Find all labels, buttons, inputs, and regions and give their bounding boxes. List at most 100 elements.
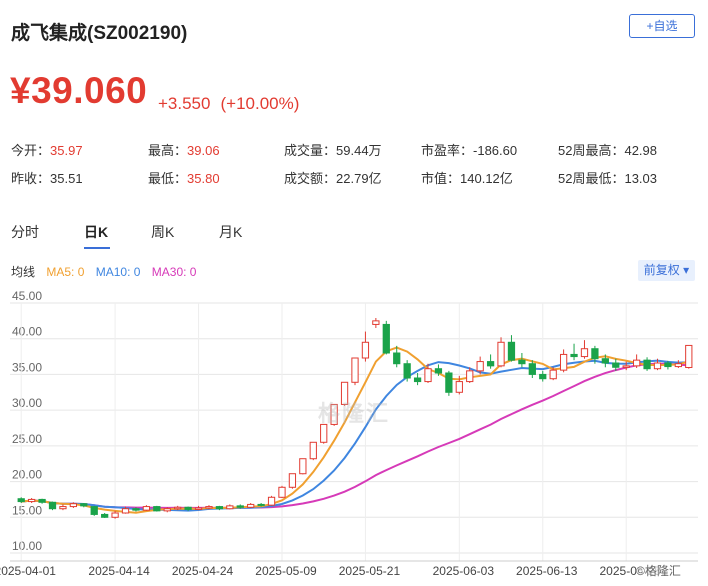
candle-body: [633, 359, 641, 367]
candle-body: [121, 508, 130, 514]
stat-market-cap: 市值：140.12亿: [421, 171, 513, 186]
candle-body: [340, 381, 349, 405]
y-tick-label: 25.00: [12, 432, 42, 446]
candle-body: [445, 372, 453, 393]
candle-body: [382, 323, 390, 354]
candle-body: [591, 348, 599, 360]
stat-prev-close: 昨收：35.51: [11, 171, 83, 186]
candle-body: [69, 503, 77, 508]
watermark: 格隆汇: [318, 401, 391, 426]
y-tick-label: 45.00: [12, 289, 42, 303]
candle-body: [653, 362, 662, 370]
add-watchlist-button[interactable]: +自选: [629, 14, 695, 38]
candle-body: [372, 320, 380, 325]
ma-legend: 均线 MA5: 0 MA10: 0 MA30: 0: [11, 263, 204, 280]
candle-body: [59, 506, 67, 510]
candle-body: [685, 344, 693, 368]
candle-body: [643, 359, 651, 370]
x-tick-label: 2025-04-01: [0, 564, 56, 578]
y-tick-label: 40.00: [12, 325, 42, 339]
x-tick-label: 2025-06-13: [516, 564, 578, 578]
candle-body: [580, 348, 589, 358]
candle-body: [528, 363, 536, 375]
candle-body: [38, 498, 46, 503]
x-tick-label: 2025-04-24: [172, 564, 234, 578]
candle-body: [351, 357, 359, 383]
price-change: +3.550 (+10.00%): [158, 94, 299, 114]
tab-intraday[interactable]: 分时: [11, 224, 39, 240]
ma5-line: [21, 346, 690, 514]
candle-body: [518, 359, 526, 365]
x-tick-label: 2025-06-03: [433, 564, 495, 578]
stat-52w-high: 52周最高：42.98: [558, 143, 658, 158]
x-tick-label: 2025-05-09: [255, 564, 317, 578]
candle-body: [466, 370, 474, 383]
stat-52w-low: 52周最低：13.03: [558, 171, 658, 186]
candle-body: [132, 508, 140, 511]
ma-legend-label: 均线: [11, 265, 36, 279]
candle-body: [247, 503, 255, 508]
stat-pe: 市盈率：-186.60: [421, 143, 518, 158]
candle-body: [674, 363, 682, 368]
candle-body: [215, 506, 224, 510]
candle-body: [205, 506, 213, 509]
candle-body: [559, 353, 568, 371]
stat-open: 今开：35.97: [11, 143, 83, 158]
candle-body: [539, 373, 547, 380]
candle-body: [153, 506, 161, 512]
tab-daily-k[interactable]: 日K: [84, 224, 109, 240]
active-tab-indicator: [84, 247, 110, 249]
kline-chart[interactable]: 45.00 40.00 35.00 30.00 25.00 20.00 15.00 10.00…: [0, 288, 708, 586]
candle-body: [80, 503, 88, 507]
x-tick-label: 2025-05-21: [339, 564, 401, 578]
candle-body: [174, 506, 182, 510]
candle-body: [184, 506, 192, 510]
candle-body: [142, 506, 151, 511]
candle-body: [194, 507, 203, 510]
current-price: ¥39.060: [10, 70, 148, 111]
stat-low: 最低：35.80: [148, 171, 220, 186]
candle-body: [257, 503, 265, 506]
y-tick-label: 15.00: [12, 503, 42, 517]
tab-weekly-k[interactable]: 周K: [151, 224, 175, 240]
candle-body: [236, 505, 244, 508]
candle-body: [320, 423, 328, 443]
candle-body: [163, 508, 171, 512]
candle-body: [486, 361, 495, 367]
candle-body: [28, 498, 36, 503]
candle-body: [17, 498, 25, 503]
ma30-line: [21, 362, 689, 509]
candle-body: [403, 363, 411, 379]
stat-volume: 成交量：59.44万: [284, 143, 382, 158]
candle-body: [413, 377, 422, 383]
candle-body: [267, 496, 276, 506]
y-tick-label: 20.00: [12, 468, 42, 482]
brand-logo: ©格隆汇: [636, 562, 681, 579]
candle-body: [622, 365, 630, 368]
candle-body: [393, 352, 401, 365]
candle-body: [455, 381, 463, 393]
stock-title: 成飞集成(SZ002190): [11, 23, 188, 44]
copyright-icon: ©: [636, 564, 645, 578]
candle-body: [476, 361, 484, 372]
candle-body: [111, 512, 119, 518]
candle-body: [226, 505, 234, 510]
candle-body: [90, 506, 98, 515]
candle-body: [507, 341, 516, 361]
adjust-dropdown[interactable]: 前复权 ▾: [638, 260, 695, 281]
candle-body: [288, 473, 297, 488]
ma10-legend: MA10: 0: [95, 265, 141, 279]
candle-body: [664, 362, 672, 368]
candle-body: [601, 358, 609, 364]
stat-high: 最高：39.06: [148, 143, 220, 158]
candle-body: [549, 369, 557, 380]
period-tabs: 分时 日K 周K 月K: [0, 222, 708, 250]
change-percent: (+10.00%): [220, 94, 300, 113]
y-tick-label: 10.00: [12, 539, 42, 553]
candle-body: [299, 458, 307, 475]
candle-body: [330, 403, 338, 425]
stat-amount: 成交额：22.79亿: [284, 171, 382, 186]
ma5-legend: MA5: 0: [46, 265, 85, 279]
y-tick-label: 35.00: [12, 360, 42, 374]
tab-monthly-k[interactable]: 月K: [219, 224, 243, 240]
